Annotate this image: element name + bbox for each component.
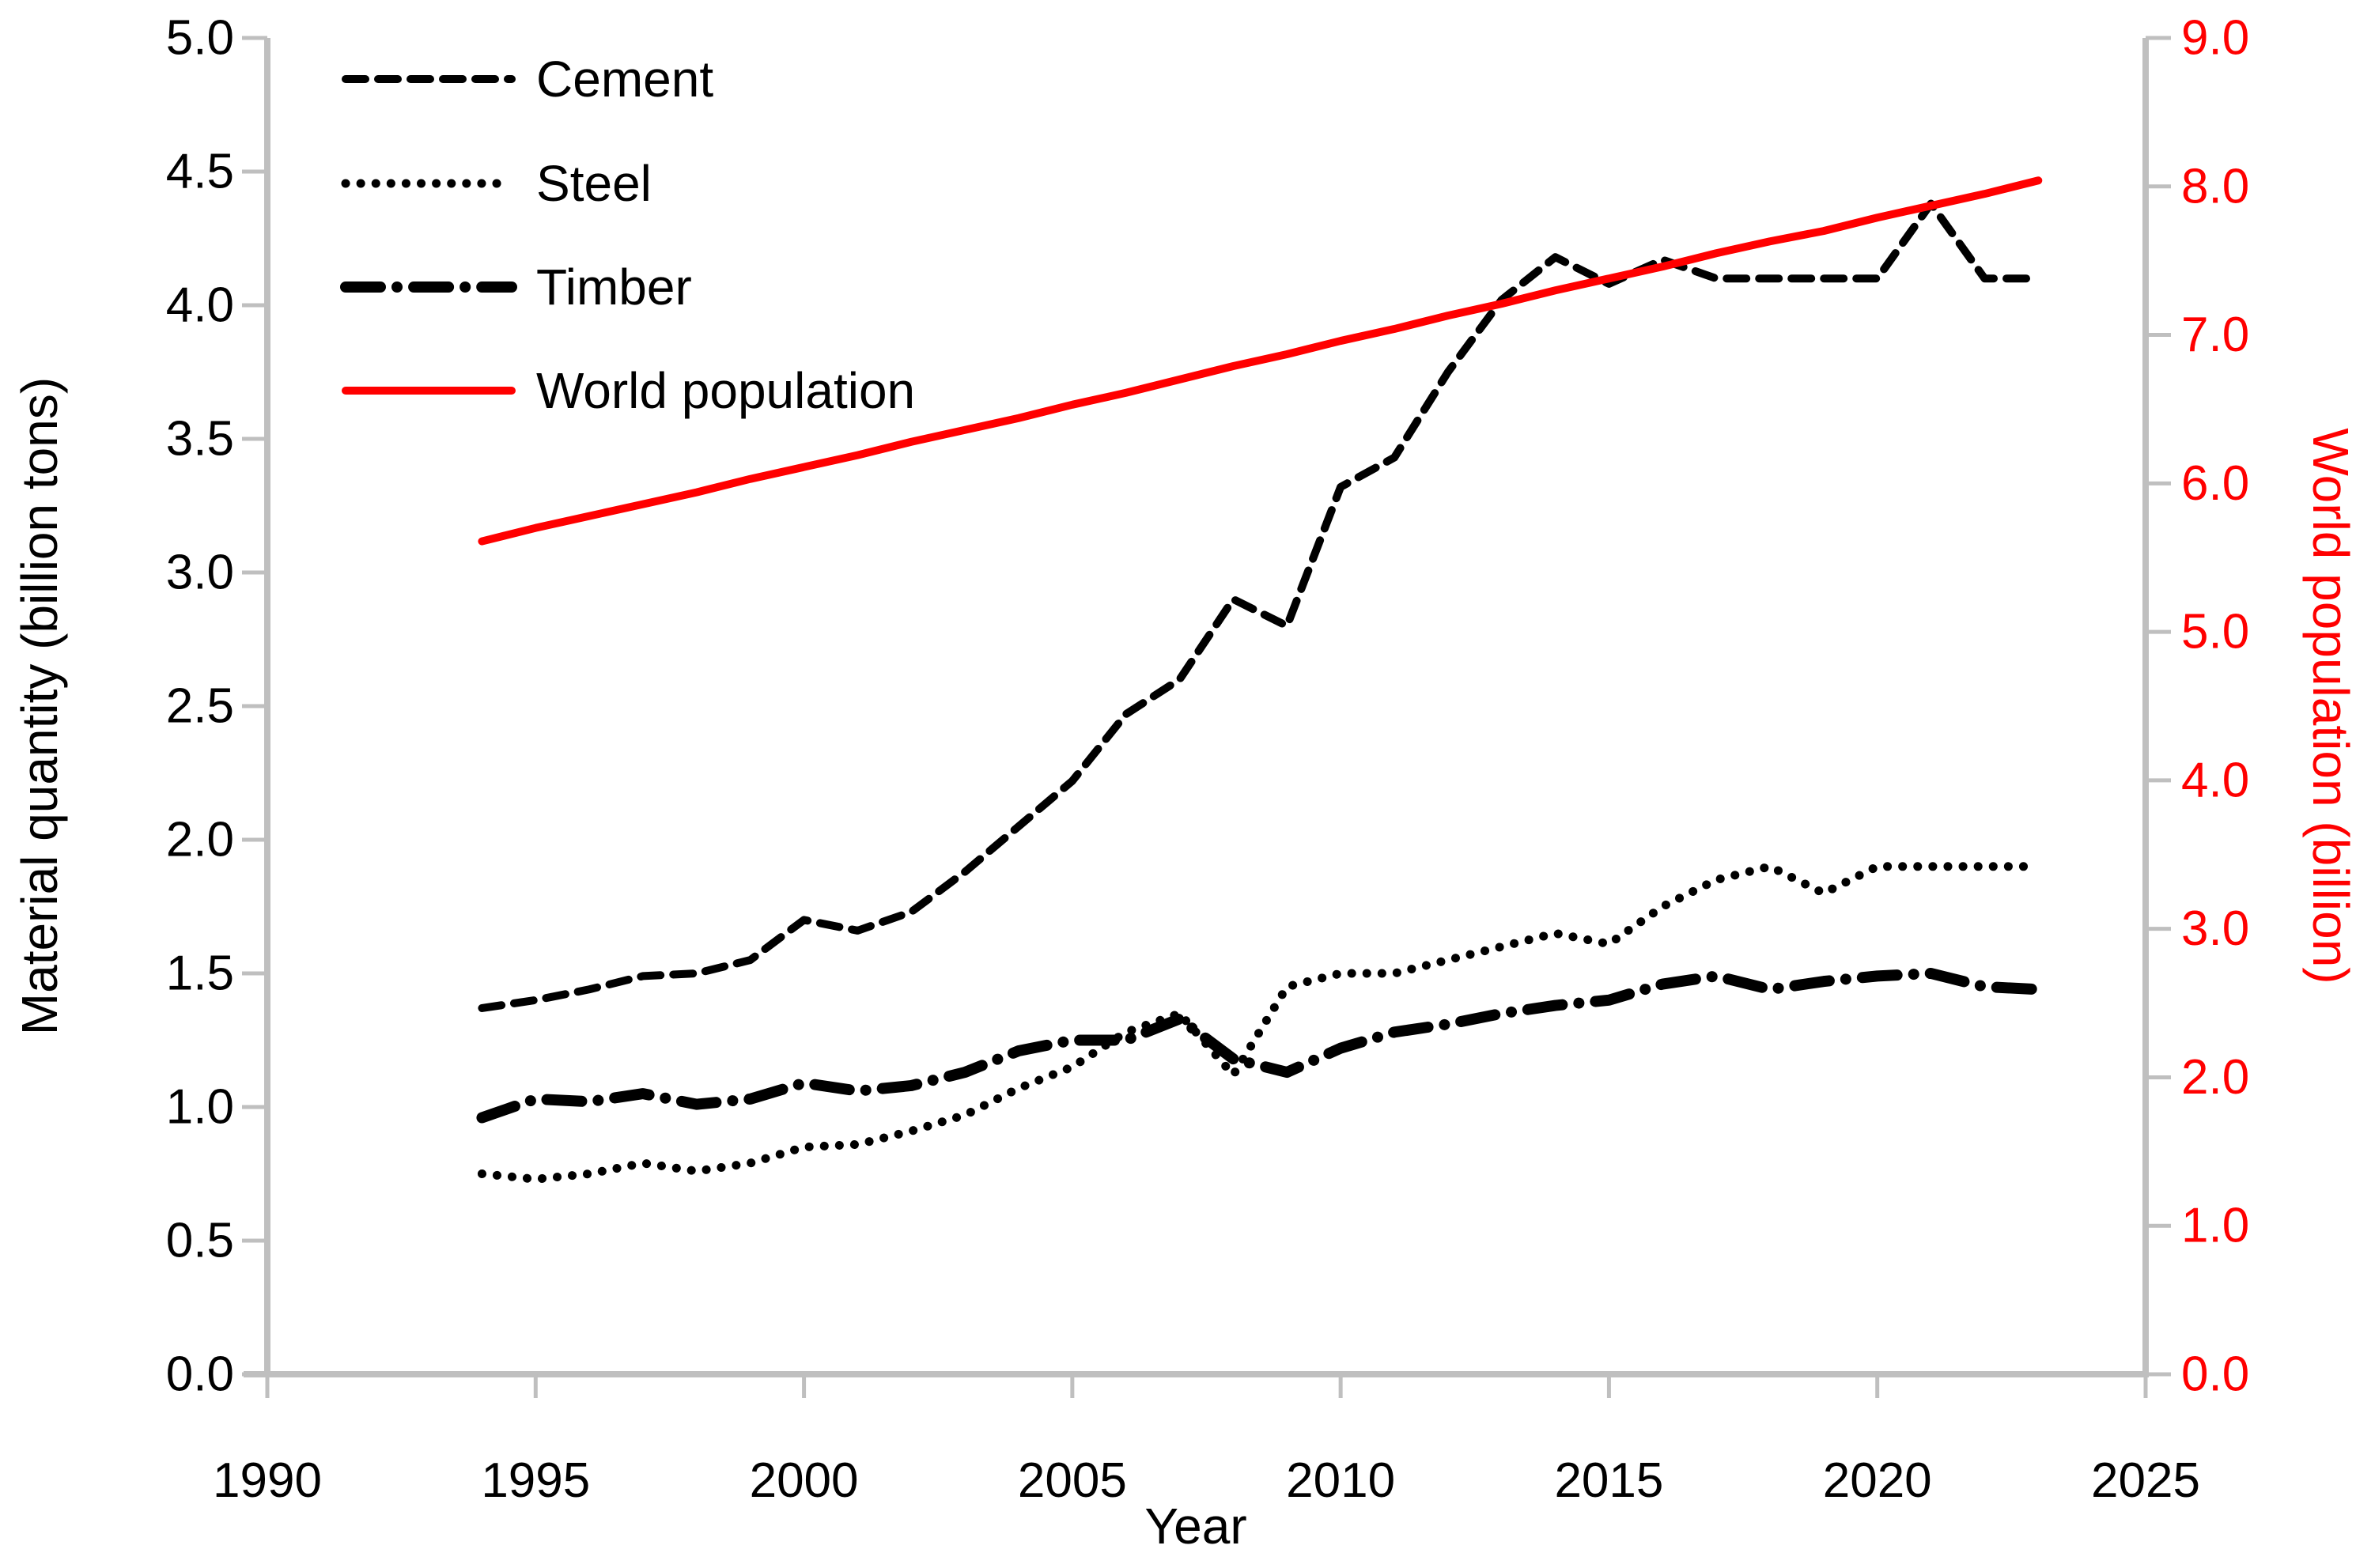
x-tick-label: 2010 (1286, 1453, 1395, 1508)
left-tick-label: 3.0 (166, 546, 234, 600)
legend-label-world-population: World population (536, 362, 915, 419)
right-tick-label: 5.0 (2181, 605, 2249, 659)
series-line-steel (477, 862, 2043, 1184)
left-tick-label: 2.5 (166, 679, 234, 734)
right-tick-label: 1.0 (2181, 1199, 2249, 1253)
left-tick-label: 1.5 (166, 946, 234, 1001)
left-tick-label: 0.0 (166, 1347, 234, 1402)
right-tick-label: 8.0 (2181, 159, 2249, 213)
left-tick-label: 4.0 (166, 278, 234, 333)
legend-label-timber: Timber (536, 259, 692, 315)
legend-label-steel: Steel (536, 155, 652, 212)
y-axis-title-right: World population (billion) (2302, 428, 2356, 984)
right-tick-label: 7.0 (2181, 308, 2249, 362)
series-line-timber (476, 968, 2044, 1124)
right-tick-label: 3.0 (2181, 901, 2249, 956)
legend-label-cement: Cement (536, 51, 713, 108)
axes-layer: 0.0 0.5 1.0 1.5 2.0 2.5 3.0 3.5 4.0 4.5 5.0 0.0 1.0 2… (166, 11, 2249, 1509)
left-tick-label: 4.5 (166, 145, 234, 199)
x-tick-label: 1990 (213, 1453, 322, 1508)
x-tick-label: 2025 (2091, 1453, 2200, 1508)
x-tick-label: 2000 (750, 1453, 859, 1508)
x-tick-label: 2005 (1018, 1453, 1127, 1508)
x-tick-label: 1995 (481, 1453, 590, 1508)
series-line-cement (478, 199, 2043, 1012)
left-tick-label: 1.0 (166, 1080, 234, 1135)
left-tick-label: 2.0 (166, 813, 234, 867)
series-line-world-population (478, 176, 2043, 546)
right-tick-label: 6.0 (2181, 456, 2249, 511)
left-tick-label: 0.5 (166, 1214, 234, 1268)
x-tick-label: 2020 (1823, 1453, 1932, 1508)
left-tick-label: 5.0 (166, 11, 234, 66)
y-axis-title-left: Material quantity (billion tons) (11, 377, 68, 1035)
x-tick-label: 2015 (1554, 1453, 1663, 1508)
legend: Cement Steel Timber World population (340, 51, 915, 419)
x-axis-title: Year (1144, 1498, 1246, 1555)
left-tick-label: 3.5 (166, 412, 234, 467)
right-tick-label: 4.0 (2181, 753, 2249, 807)
right-tick-label: 2.0 (2181, 1050, 2249, 1105)
right-tick-label: 0.0 (2181, 1347, 2249, 1402)
series-layer (476, 176, 2044, 1184)
right-tick-label: 9.0 (2181, 11, 2249, 66)
